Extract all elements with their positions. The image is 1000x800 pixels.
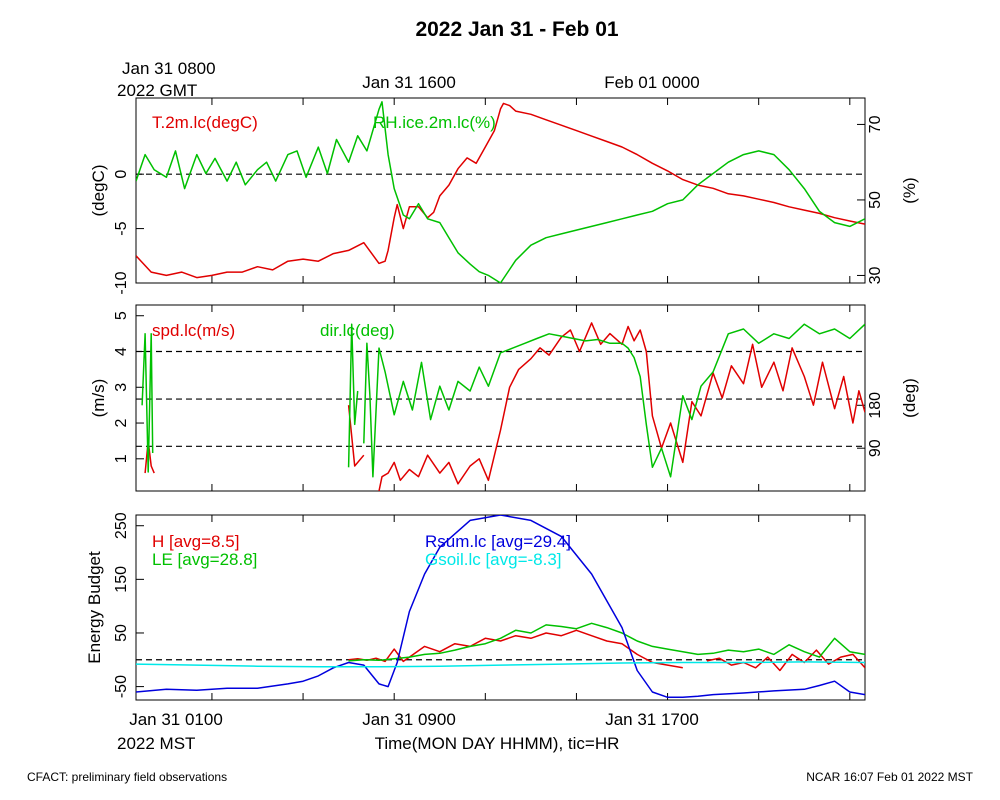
panel-energy-budget: -50 50 150 250 Energy Budget H [avg=8.5]LE [a… — [85, 512, 866, 701]
y-tick-label-right: 50 — [867, 191, 884, 209]
series-line-rsum — [136, 515, 865, 699]
y-axis-label-right: (deg) — [900, 378, 919, 418]
series-line-gsoil — [136, 661, 865, 668]
legend-entry: Gsoil.lc [avg=-8.3] — [425, 550, 562, 569]
legend-entry: RH.ice.2m.lc(%) — [373, 113, 496, 132]
chart-title: 2022 Jan 31 - Feb 01 — [415, 18, 618, 41]
y-tick-label: 4 — [113, 347, 130, 356]
series-line-dir — [141, 323, 865, 478]
series-line-le — [348, 622, 865, 662]
y-tick-label: -5 — [113, 221, 130, 235]
plot-frame — [135, 304, 866, 492]
top-axis-start-label: Jan 31 0800 — [122, 59, 216, 78]
y-tick-label: 250 — [113, 512, 130, 539]
legend-entry: T.2m.lc(degC) — [152, 113, 258, 132]
panel-temp-rh: -10 -5 0 30 50 70 (degC) (%) T.2m.lc(degC) RH.ice… — [89, 97, 919, 295]
top-axis-year-label: 2022 GMT — [117, 81, 197, 100]
legend-entry: LE [avg=28.8] — [152, 550, 257, 569]
panel-wind: 1 2 3 4 5 90 180 (m/s) (deg) spd.lc(m/s) dir.lc(de… — [89, 304, 919, 492]
y-axis-label: Energy Budget — [85, 551, 104, 664]
bottom-axis-tick-label: Jan 31 0900 — [362, 710, 456, 729]
y-axis-label: (m/s) — [89, 379, 108, 418]
y-tick-label-right: 70 — [867, 115, 884, 133]
y-axis-label: (degC) — [89, 165, 108, 217]
series-line-t — [136, 102, 865, 279]
legend-entry: dir.lc(deg) — [320, 321, 395, 340]
y-tick-label: 3 — [113, 383, 130, 392]
footer-right: NCAR 16:07 Feb 01 2022 MST — [806, 770, 973, 784]
y-tick-label-right: 90 — [867, 439, 884, 457]
y-axis-label-right: (%) — [900, 177, 919, 203]
y-tick-label: 2 — [113, 418, 130, 427]
series-line-spd — [144, 322, 865, 491]
series-line-rh — [136, 101, 865, 283]
bottom-axis-tick-label: Jan 31 1700 — [605, 710, 699, 729]
y-tick-label-right: 30 — [867, 266, 884, 284]
legend-entry: H [avg=8.5] — [152, 532, 239, 551]
bottom-axis-tick-label: Jan 31 0100 — [129, 710, 223, 729]
y-tick-label: 1 — [113, 454, 130, 463]
x-axis-title: Time(MON DAY HHMM), tic=HR — [375, 734, 620, 753]
top-axis-tick-label: Feb 01 0000 — [604, 73, 699, 92]
y-tick-label: 50 — [113, 624, 130, 642]
legend-entry: Rsum.lc [avg=29.4] — [425, 532, 571, 551]
bottom-axis-year-label: 2022 MST — [117, 734, 195, 753]
top-axis-tick-label: Jan 31 1600 — [362, 73, 456, 92]
y-tick-label-right: 180 — [867, 392, 884, 419]
footer-left: CFACT: preliminary field observations — [27, 770, 227, 784]
y-tick-label: 5 — [113, 311, 130, 320]
y-tick-label: -50 — [113, 675, 130, 698]
y-tick-label: 150 — [113, 566, 130, 593]
y-tick-label: 0 — [113, 170, 130, 179]
legend-entry: spd.lc(m/s) — [152, 321, 235, 340]
y-tick-label: -10 — [113, 271, 130, 294]
